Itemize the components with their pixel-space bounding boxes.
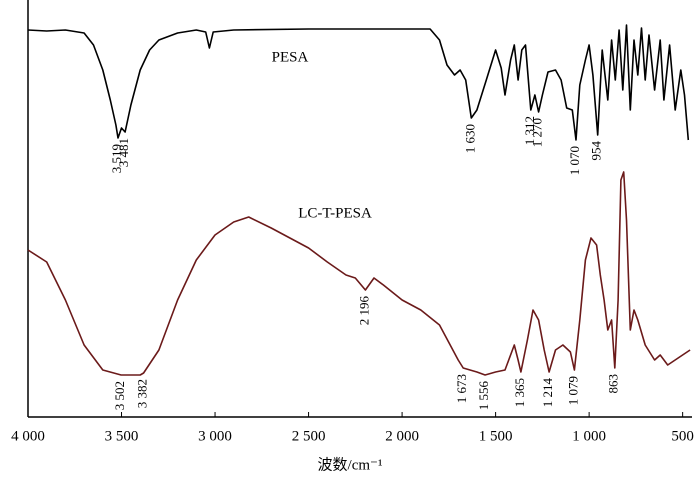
peak-label: 1 270	[530, 118, 545, 147]
peak-label: 1 630	[462, 124, 477, 153]
x-tick-label: 2 000	[385, 428, 419, 444]
x-tick-label: 1 500	[479, 428, 513, 444]
peak-label: 1 556	[476, 380, 491, 410]
peak-label: 1 079	[565, 376, 580, 405]
series-label: PESA	[272, 49, 309, 65]
series-label: LC-T-PESA	[298, 205, 372, 221]
peak-label: 3 502	[112, 381, 127, 410]
peak-label: 3 382	[135, 379, 150, 408]
peak-label: 1 214	[540, 378, 555, 408]
x-tick-label: 3 500	[105, 428, 139, 444]
x-tick-label: 4 000	[11, 428, 45, 444]
spectrum-line	[27, 171, 691, 376]
x-axis-label: 波数/cm⁻¹	[318, 456, 383, 473]
x-tick-label: 1 000	[572, 428, 606, 444]
spectrum-line	[27, 24, 690, 141]
peak-label: 2 196	[356, 296, 371, 326]
x-tick-label: 2 500	[292, 428, 326, 444]
peak-label: 1 312	[522, 116, 537, 145]
peak-label: 1 365	[512, 378, 527, 407]
peak-label: 954	[589, 141, 604, 161]
x-tick-label: 3 000	[198, 428, 232, 444]
x-tick-label: 500	[671, 428, 694, 444]
peak-label: 3 481	[116, 138, 131, 167]
peak-label: 1 673	[454, 374, 469, 403]
peak-label: 3 519	[109, 144, 124, 173]
peak-label: 863	[606, 374, 621, 394]
peak-label: 1 070	[567, 146, 582, 175]
